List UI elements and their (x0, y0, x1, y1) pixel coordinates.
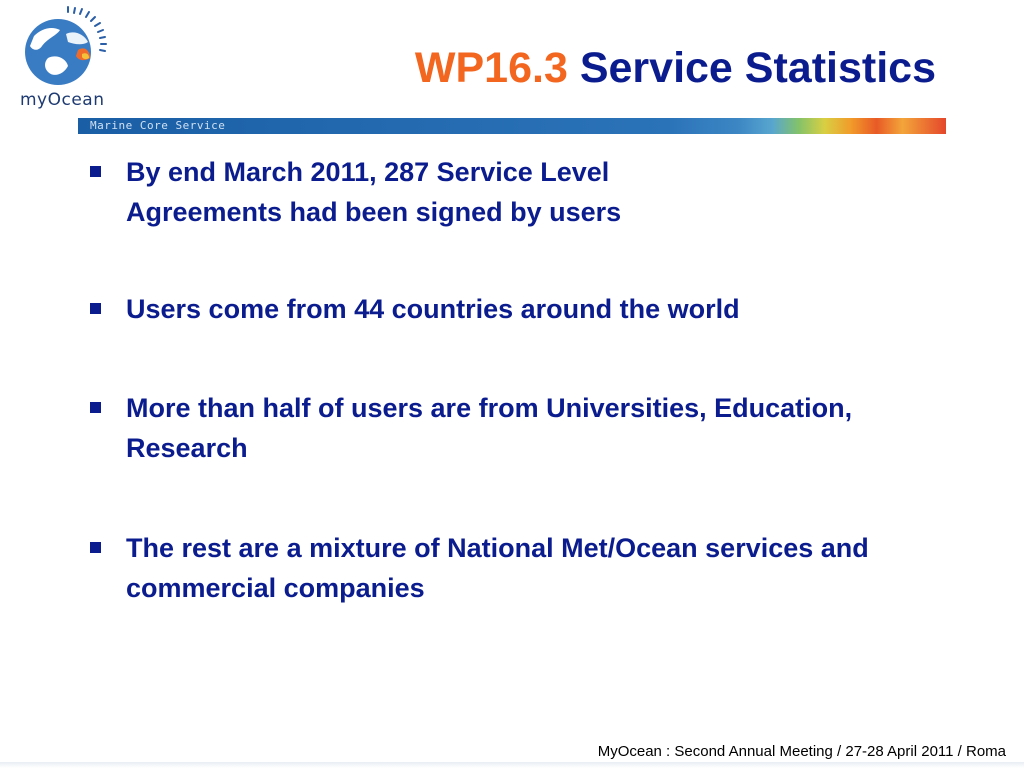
logo-text: myOcean (20, 90, 105, 110)
bullet-text: The rest are a mixture of National Met/O… (126, 533, 869, 603)
square-bullet-icon (90, 542, 101, 553)
bullet-item: Users come from 44 countries around the … (86, 289, 946, 329)
marine-core-service-banner: Marine Core Service (78, 118, 946, 134)
bullet-text: By end March 2011, 287 Service Level Agr… (126, 157, 622, 227)
globe-icon (25, 6, 107, 85)
bullet-item: More than half of users are from Univers… (86, 388, 886, 468)
footer-rule (0, 762, 1024, 768)
bullet-item: By end March 2011, 287 Service Level Agr… (86, 152, 766, 232)
title-text: Service Statistics (579, 44, 936, 92)
banner-text: Marine Core Service (90, 119, 226, 132)
title-code: WP16.3 (414, 44, 568, 92)
footer-text: MyOcean : Second Annual Meeting / 27-28 … (597, 743, 1006, 760)
myocean-logo: myOcean (8, 6, 116, 114)
bullet-text: More than half of users are from Univers… (126, 393, 853, 463)
square-bullet-icon (90, 303, 101, 314)
bullet-item: The rest are a mixture of National Met/O… (86, 528, 886, 608)
square-bullet-icon (90, 402, 101, 413)
bullet-text: Users come from 44 countries around the … (126, 294, 740, 324)
square-bullet-icon (90, 166, 101, 177)
slide-title: WP16.3 Service Statistics (415, 44, 936, 93)
